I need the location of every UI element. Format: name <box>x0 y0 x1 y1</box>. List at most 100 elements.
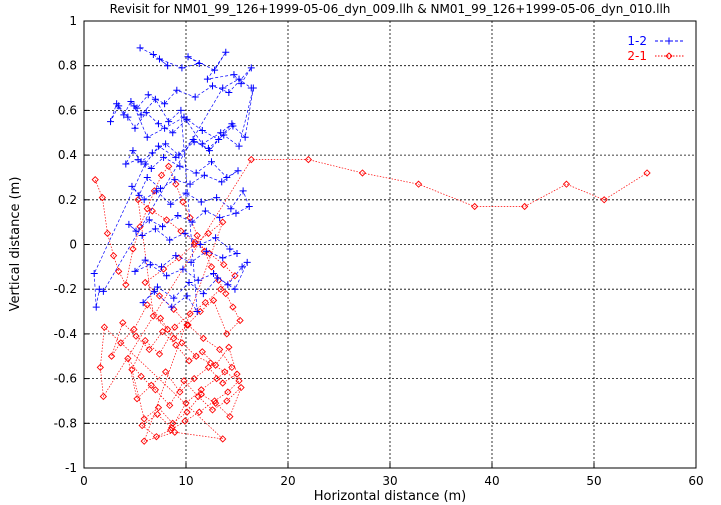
y-tick-label: -0.2 <box>54 282 77 296</box>
y-axis-label: Vertical distance (m) <box>8 177 23 312</box>
data-point-1-2 <box>210 270 218 278</box>
data-point-2-1 <box>195 408 203 416</box>
data-point-1-2 <box>90 270 98 278</box>
data-point-2-1 <box>177 227 185 235</box>
data-point-2-1 <box>117 339 125 347</box>
data-point-1-2 <box>235 142 243 150</box>
data-point-1-2 <box>144 91 152 99</box>
data-point-2-1 <box>175 254 183 262</box>
data-point-2-1 <box>153 410 162 418</box>
data-point-2-1 <box>198 348 206 356</box>
x-tick-label: 60 <box>688 474 703 488</box>
data-point-1-2 <box>194 276 202 284</box>
data-point-1-2 <box>235 75 243 83</box>
data-point-1-2 <box>241 133 249 141</box>
data-point-1-2 <box>178 64 186 72</box>
data-point-1-2 <box>216 214 224 222</box>
y-tick-label: 0.8 <box>58 59 77 73</box>
data-point-2-1 <box>145 345 153 354</box>
data-point-1-2 <box>197 198 205 206</box>
data-point-2-1 <box>130 325 138 334</box>
data-point-2-1 <box>115 267 123 275</box>
data-point-1-2 <box>176 162 184 170</box>
data-point-2-1 <box>171 428 179 436</box>
data-point-2-1 <box>207 263 216 271</box>
data-point-2-1 <box>172 180 180 188</box>
data-point-1-2 <box>213 194 221 202</box>
data-point-2-1 <box>231 272 239 280</box>
data-point-1-2 <box>151 225 159 233</box>
data-point-1-2 <box>160 153 168 161</box>
data-point-1-2 <box>238 263 246 271</box>
data-point-2-1 <box>103 229 112 237</box>
data-point-1-2 <box>227 205 235 213</box>
data-point-1-2 <box>134 156 142 164</box>
data-point-1-2 <box>189 135 197 143</box>
x-tick-label: 30 <box>382 474 397 488</box>
data-point-1-2 <box>177 106 185 114</box>
data-point-1-2 <box>173 86 181 94</box>
data-point-2-1 <box>162 216 171 224</box>
data-point-1-2 <box>120 111 128 119</box>
data-point-2-1 <box>223 330 231 338</box>
data-point-1-2 <box>135 191 143 199</box>
legend-marker-1-2 <box>665 37 673 45</box>
data-point-2-1 <box>134 196 142 204</box>
data-point-1-2 <box>131 267 139 275</box>
data-point-2-1 <box>217 285 225 293</box>
data-point-1-2 <box>154 120 162 128</box>
data-point-1-2 <box>138 232 146 240</box>
data-point-1-2 <box>139 299 147 307</box>
data-point-1-2 <box>92 303 100 311</box>
data-point-1-2 <box>151 95 159 103</box>
data-point-2-1 <box>216 345 224 354</box>
data-point-1-2 <box>199 290 207 298</box>
data-point-2-1 <box>132 332 140 340</box>
data-point-1-2 <box>245 203 253 211</box>
data-point-2-1 <box>154 404 163 412</box>
data-point-2-1 <box>414 180 423 188</box>
data-point-1-2 <box>161 100 169 108</box>
data-point-2-1 <box>190 240 198 249</box>
data-point-2-1 <box>199 334 207 343</box>
data-point-1-2 <box>167 200 175 208</box>
data-point-2-1 <box>182 399 190 407</box>
data-point-2-1 <box>181 417 189 425</box>
data-point-2-1 <box>149 312 157 320</box>
data-point-2-1 <box>190 374 198 383</box>
data-point-1-2 <box>215 135 223 143</box>
data-point-1-2 <box>132 227 140 235</box>
data-point-1-2 <box>145 216 153 224</box>
data-point-1-2 <box>224 281 232 289</box>
data-point-2-1 <box>140 437 148 445</box>
data-point-2-1 <box>192 352 200 360</box>
data-point-1-2 <box>171 176 179 184</box>
x-tick-label: 10 <box>178 474 193 488</box>
data-point-2-1 <box>186 310 194 318</box>
data-point-1-2 <box>172 153 180 161</box>
data-point-1-2 <box>212 234 220 242</box>
data-point-1-2 <box>230 71 238 79</box>
data-point-2-1 <box>155 292 164 300</box>
data-point-1-2 <box>228 120 236 128</box>
data-point-2-1 <box>164 325 172 334</box>
data-point-2-1 <box>358 169 367 177</box>
data-point-2-1 <box>140 415 148 423</box>
data-point-2-1 <box>226 412 234 421</box>
data-point-1-2 <box>192 169 200 177</box>
data-point-1-2 <box>142 109 150 117</box>
data-point-1-2 <box>183 292 191 300</box>
data-point-1-2 <box>154 142 162 150</box>
data-point-2-1 <box>124 354 132 363</box>
y-tick-label: 0.2 <box>58 193 77 207</box>
data-point-2-1 <box>235 377 243 385</box>
data-point-2-1 <box>211 361 220 369</box>
data-point-1-2 <box>170 294 178 302</box>
data-point-2-1 <box>643 169 651 177</box>
data-point-2-1 <box>141 336 149 345</box>
data-point-1-2 <box>198 140 206 148</box>
data-point-2-1 <box>208 406 217 414</box>
data-point-2-1 <box>107 352 116 360</box>
data-point-2-1 <box>212 374 221 383</box>
